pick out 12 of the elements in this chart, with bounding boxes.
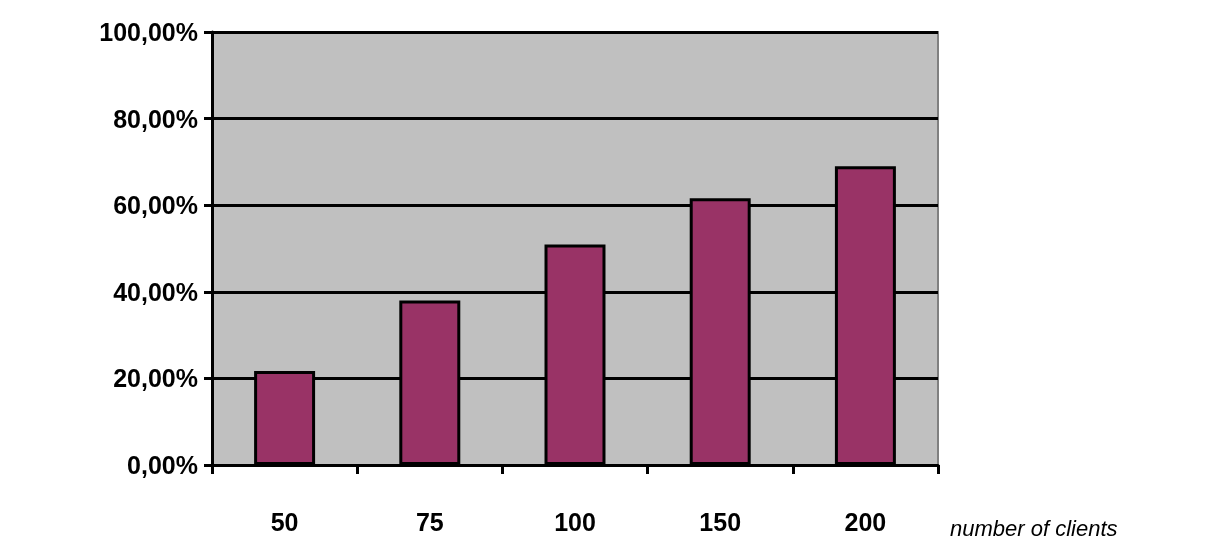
x-axis-title: number of clients — [950, 515, 1118, 541]
x-tick-label: 150 — [699, 507, 742, 536]
y-tick-label: 60,00% — [113, 191, 198, 220]
y-tick-label: 100,00% — [99, 18, 198, 46]
y-tick-label: 40,00% — [113, 277, 198, 306]
y-tick-label: 0,00% — [127, 451, 198, 479]
y-tick-label: 20,00% — [113, 364, 198, 393]
x-tick-label: 75 — [415, 507, 444, 536]
y-tick-label: 80,00% — [113, 104, 198, 133]
x-tick-label: 100 — [554, 507, 596, 536]
x-tick-label: 200 — [844, 507, 887, 536]
x-tick-label: 50 — [270, 507, 299, 536]
